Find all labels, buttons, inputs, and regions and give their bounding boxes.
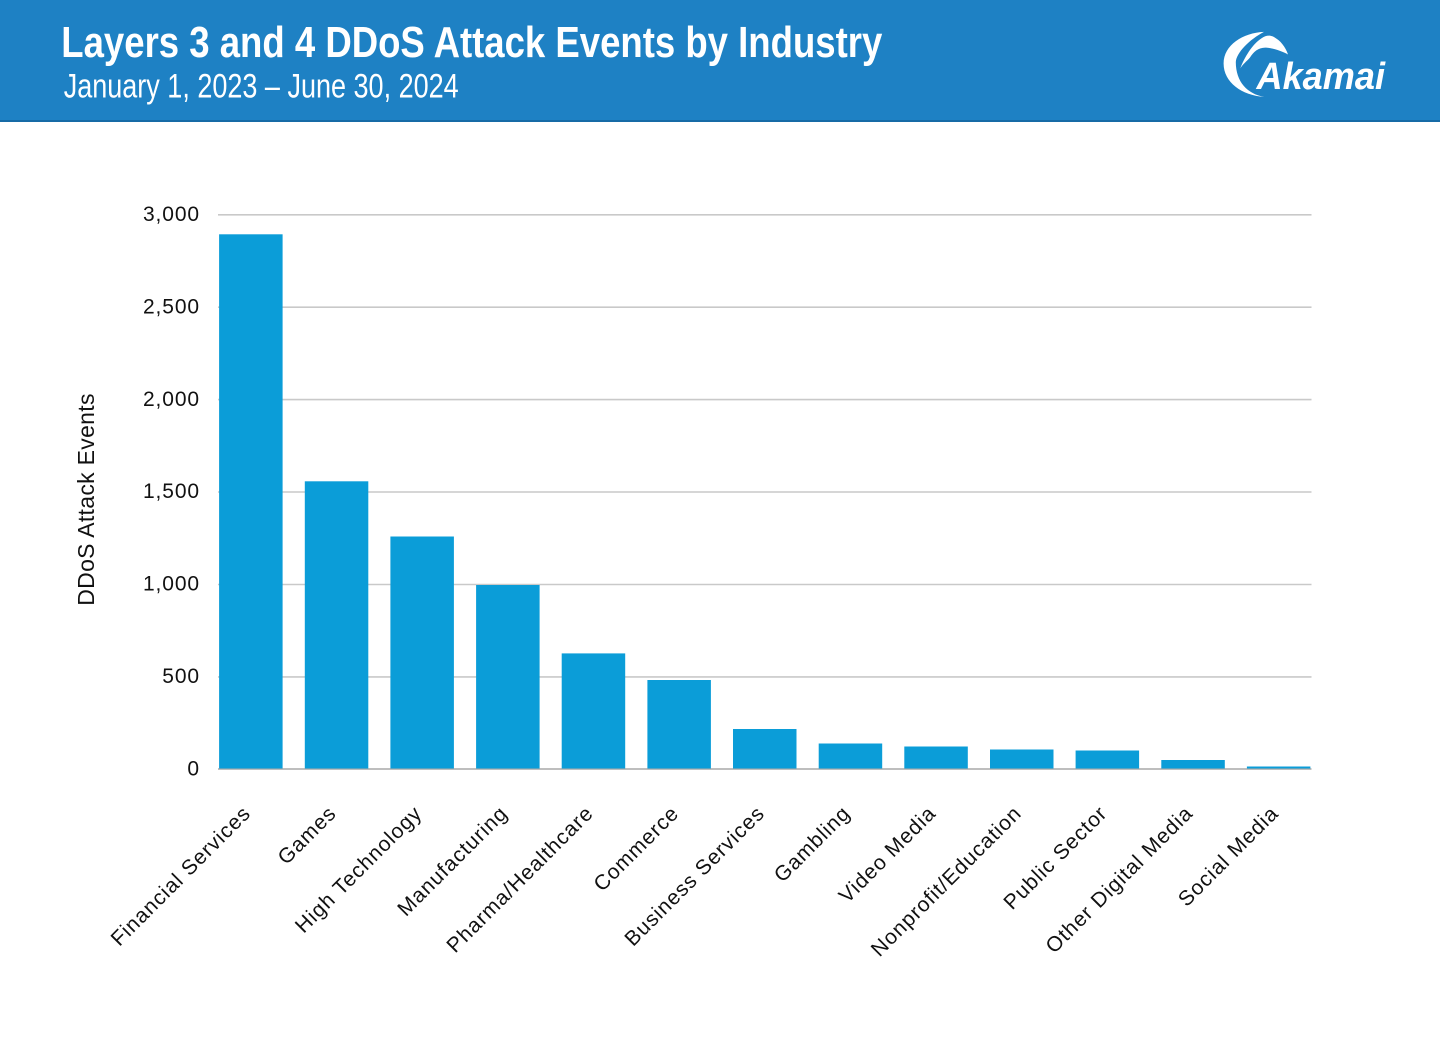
svg-text:1,000: 1,000 (143, 573, 200, 596)
svg-text:Pharma/Healthcare: Pharma/Healthcare (442, 802, 598, 958)
svg-text:2,500: 2,500 (143, 295, 200, 318)
svg-text:Nonprofit/Education: Nonprofit/Education (867, 802, 1026, 961)
svg-text:2,000: 2,000 (143, 388, 200, 411)
svg-text:Other Digital Media: Other Digital Media (1041, 802, 1197, 958)
svg-text:Akamai: Akamai (1256, 56, 1387, 98)
svg-text:Financial Services: Financial Services (107, 802, 256, 951)
svg-text:DDoS Attack Events: DDoS Attack Events (73, 393, 99, 606)
svg-text:Business Services: Business Services (620, 802, 769, 951)
svg-text:1,500: 1,500 (143, 480, 200, 503)
svg-text:3,000: 3,000 (143, 203, 200, 226)
svg-text:Games: Games (274, 802, 341, 869)
svg-text:0: 0 (187, 758, 200, 781)
svg-text:January 1, 2023 – June 30, 202: January 1, 2023 – June 30, 2024 (64, 67, 459, 105)
svg-text:Layers 3 and 4 DDoS Attack Eve: Layers 3 and 4 DDoS Attack Events by Ind… (61, 18, 882, 67)
svg-text:Commerce: Commerce (589, 802, 683, 896)
svg-text:Gambling: Gambling (770, 802, 855, 887)
svg-text:500: 500 (162, 665, 200, 688)
